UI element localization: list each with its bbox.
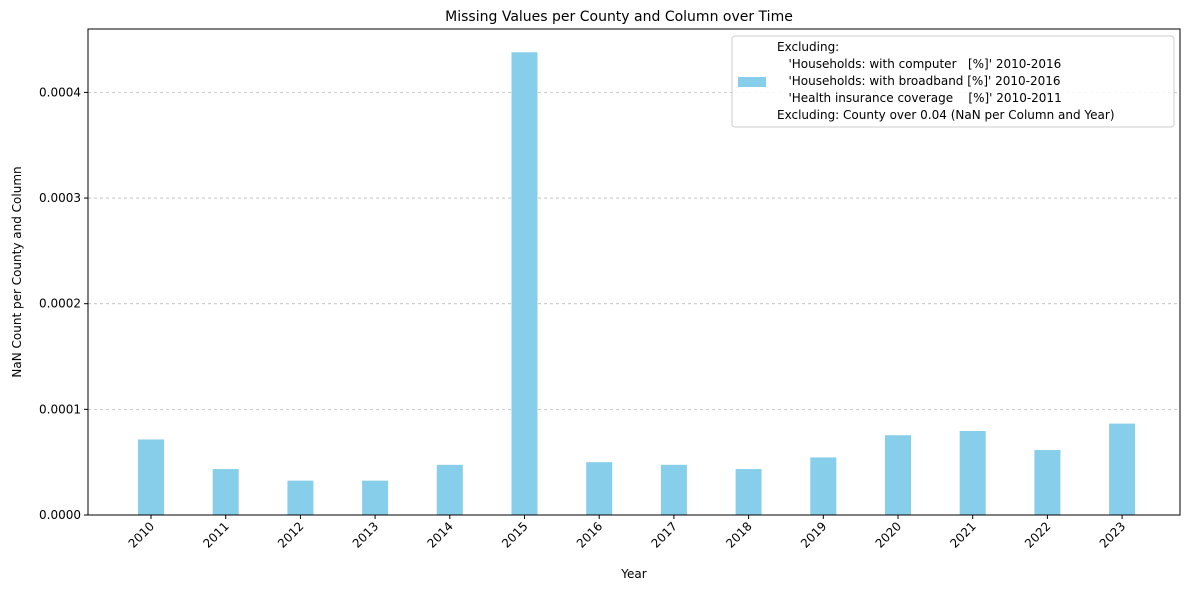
bar-2017: [660, 464, 687, 515]
bar-2015: [511, 52, 538, 516]
x-tick-label: 2017: [649, 519, 680, 550]
legend-line: Excluding:: [777, 40, 839, 54]
bar-2012: [287, 480, 314, 515]
bar-2022: [1034, 450, 1061, 515]
bar-2014: [436, 464, 463, 515]
legend-box: [731, 35, 1175, 128]
x-axis: 2010 2011 2012 2013 2014 2015 2016 2017 2018 2019…: [126, 515, 1128, 551]
y-tick-label: 0.0002: [39, 297, 81, 311]
y-tick-label: 0.0003: [39, 191, 81, 205]
legend-line: 'Households: with broadband [%]' 2010-20…: [777, 74, 1061, 88]
bar-2023: [1109, 423, 1136, 515]
x-tick-label: 2021: [947, 519, 978, 550]
x-tick-label: 2013: [350, 519, 381, 550]
x-tick-label: 2011: [200, 519, 231, 550]
x-axis-title: Year: [620, 567, 646, 581]
bar-2011: [212, 469, 239, 515]
bar-2018: [735, 469, 762, 515]
x-tick-label: 2014: [424, 519, 455, 550]
y-axis: 0.0000 0.0001 0.0002 0.0003 0.0004: [39, 85, 88, 522]
x-tick-label: 2023: [1097, 519, 1128, 550]
x-tick-label: 2010: [126, 519, 157, 550]
gridlines: [88, 91, 1180, 410]
bar-2010: [138, 439, 164, 515]
y-axis-title: NaN Count per County and Column: [10, 166, 24, 377]
y-tick-label: 0.0000: [39, 508, 81, 522]
x-tick-label: 2022: [1022, 519, 1053, 550]
legend-swatch: [738, 77, 766, 87]
bar-2013: [362, 480, 389, 515]
x-tick-label: 2020: [873, 519, 904, 550]
bar-2021: [959, 431, 986, 515]
bar-2020: [885, 435, 911, 515]
x-tick-label: 2012: [275, 519, 306, 550]
y-tick-label: 0.0004: [39, 85, 81, 99]
x-tick-label: 2019: [798, 519, 829, 550]
x-tick-label: 2016: [574, 519, 605, 550]
legend-line: Excluding: County over 0.04 (NaN per Col…: [777, 108, 1115, 122]
legend: Excluding: 'Households: with computer [%…: [731, 35, 1175, 128]
y-tick-label: 0.0001: [39, 402, 81, 416]
x-tick-label: 2015: [499, 519, 530, 550]
legend-line: 'Households: with computer [%]' 2010-201…: [777, 57, 1061, 71]
x-tick-label: 2018: [723, 519, 754, 550]
bar-2016: [586, 462, 613, 515]
bars: [138, 52, 1136, 516]
chart-title: Missing Values per County and Column ove…: [445, 9, 793, 25]
bar-2019: [810, 457, 837, 515]
legend-line: 'Health insurance coverage [%]' 2010-201…: [777, 91, 1062, 105]
plot-frame: [87, 28, 1181, 516]
